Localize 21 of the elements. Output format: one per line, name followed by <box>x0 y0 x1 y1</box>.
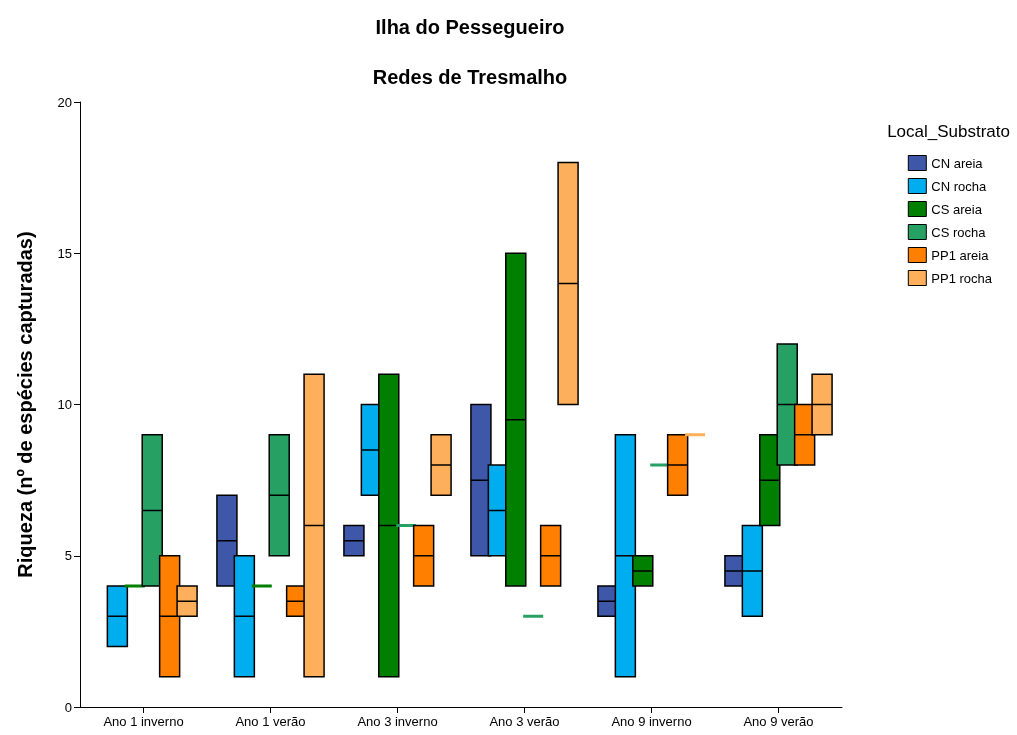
legend-label: CN areia <box>931 155 984 171</box>
y-tick-label: 15 <box>57 245 72 261</box>
legend-title: Local_Substrato <box>887 122 1011 141</box>
legend-label: CS rocha <box>931 224 987 240</box>
x-tick-label: Ano 9 verão <box>743 714 814 729</box>
chart-subtitle: Redes de Tresmalho <box>372 66 568 88</box>
legend-label: PP1 areia <box>931 247 990 263</box>
chart-title: Ilha do Pessegueiro <box>375 16 565 38</box>
legend-label: CN rocha <box>931 178 987 194</box>
legend-label: CS areia <box>931 201 983 217</box>
x-tick-label: Ano 3 inverno <box>357 714 438 729</box>
x-tick-label: Ano 1 verão <box>235 714 306 729</box>
y-tick-label: 5 <box>64 548 72 564</box>
x-tick-label: Ano 1 inverno <box>103 714 184 729</box>
x-tick-label: Ano 9 inverno <box>611 714 692 729</box>
legend-label: PP1 rocha <box>931 270 993 286</box>
y-tick-label: 10 <box>57 397 72 412</box>
x-tick-label: Ano 3 verão <box>489 714 560 729</box>
y-axis-title: Riqueza (nº de espécies capturadas) <box>14 231 36 578</box>
y-tick-label: 20 <box>57 94 72 110</box>
y-tick-label: 0 <box>64 699 72 715</box>
